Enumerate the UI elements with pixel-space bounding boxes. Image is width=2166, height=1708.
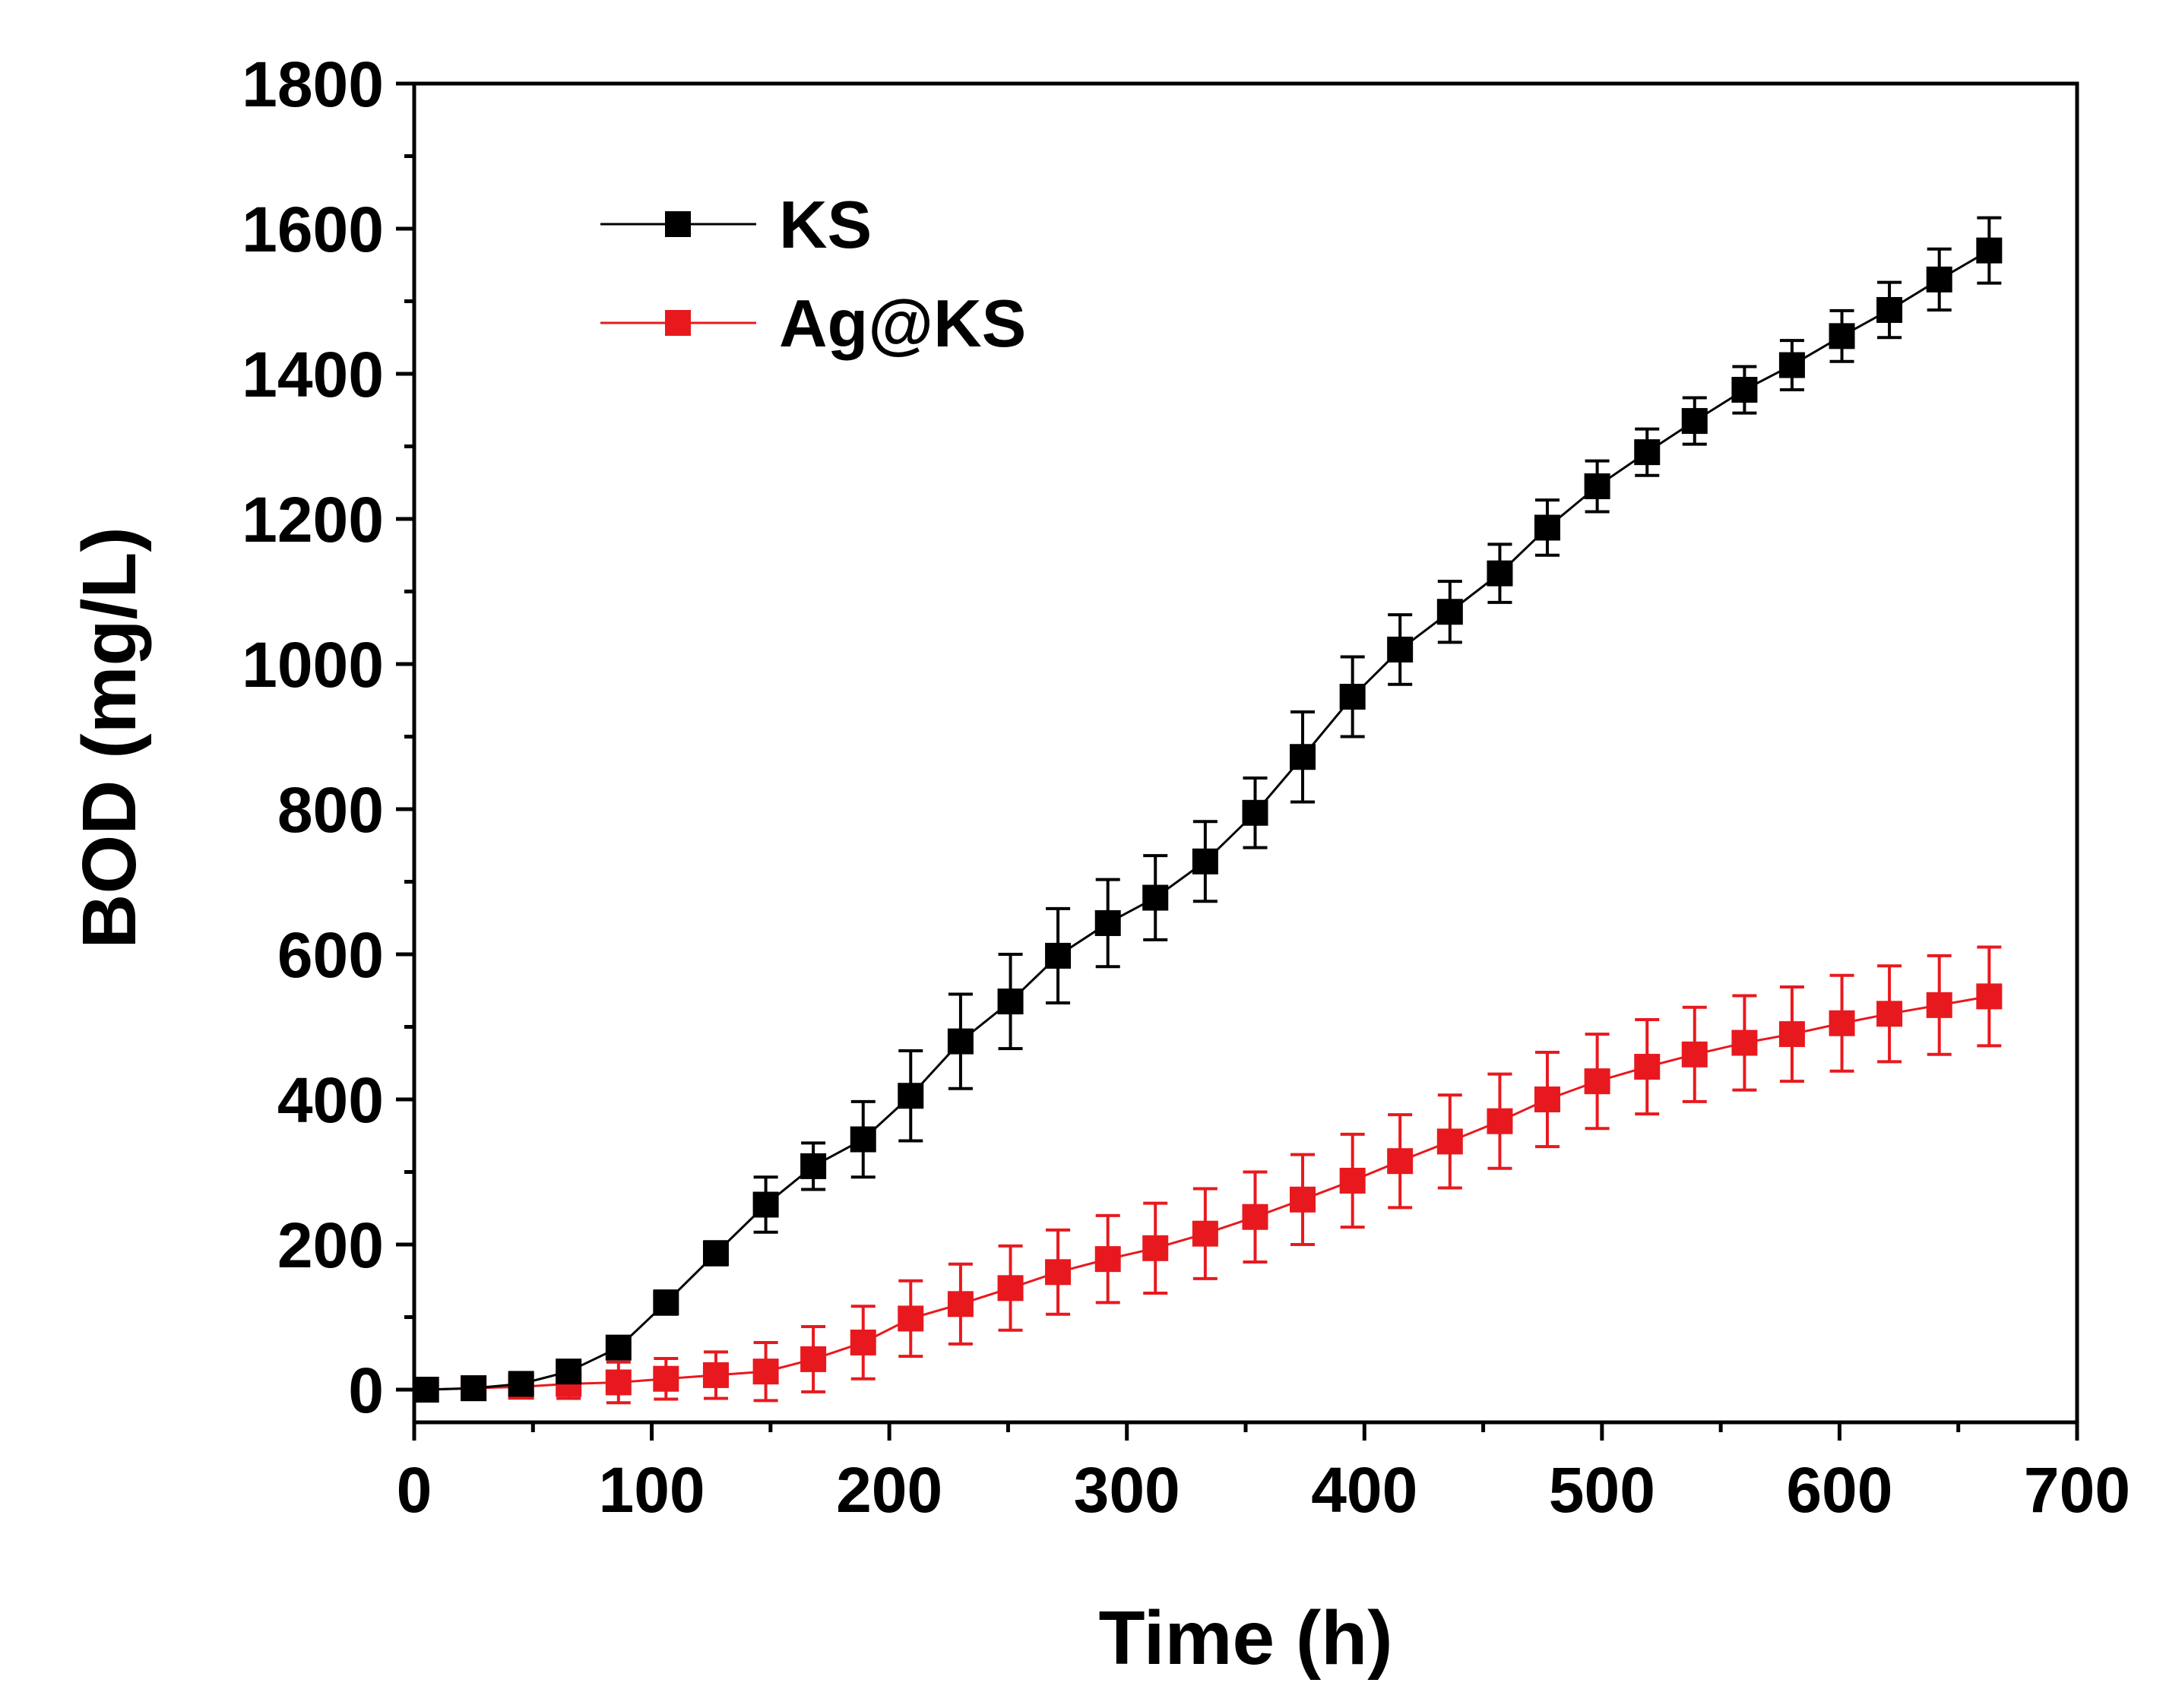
y-tick-label: 1200	[242, 484, 384, 555]
data-point-ks	[1094, 909, 1121, 936]
data-point-ag-ks	[1829, 1010, 1855, 1036]
data-point-ks	[800, 1153, 827, 1179]
y-tick-label: 600	[277, 919, 384, 991]
data-point-ks	[1534, 514, 1560, 541]
y-axis-title: BOD (mg/L)	[67, 527, 152, 948]
y-tick-label: 200	[277, 1210, 384, 1281]
x-tick-label: 600	[1786, 1454, 1892, 1526]
data-point-ks	[605, 1334, 632, 1361]
data-point-ag-ks	[1534, 1086, 1560, 1113]
legend-marker-ag-ks	[665, 310, 691, 336]
data-point-ks	[1634, 439, 1661, 466]
x-tick-label: 700	[2024, 1454, 2130, 1526]
y-tick-label: 1800	[242, 49, 384, 120]
x-tick-label: 200	[836, 1454, 942, 1526]
data-point-ag-ks	[1778, 1021, 1805, 1048]
data-point-ks	[461, 1375, 487, 1402]
data-point-ks	[1290, 744, 1316, 770]
data-point-ag-ks	[1436, 1128, 1463, 1155]
data-point-ks	[1192, 848, 1218, 875]
data-point-ks	[752, 1191, 779, 1218]
data-point-ag-ks	[1731, 1030, 1758, 1056]
data-point-ks	[1829, 323, 1855, 350]
data-point-ag-ks	[1634, 1054, 1661, 1080]
y-tick-label: 1600	[242, 194, 384, 265]
data-point-ag-ks	[702, 1362, 729, 1388]
data-point-ks	[1778, 352, 1805, 378]
legend-label-ks: KS	[779, 187, 872, 262]
data-point-ag-ks	[752, 1358, 779, 1385]
data-point-ks	[1976, 237, 2003, 264]
x-axis-title: Time (h)	[1098, 1596, 1392, 1681]
x-tick-label: 0	[397, 1454, 432, 1526]
data-point-ag-ks	[1242, 1204, 1268, 1230]
data-point-ag-ks	[1487, 1108, 1513, 1134]
data-point-ks	[1242, 799, 1268, 826]
data-point-ks	[413, 1377, 439, 1403]
data-point-ks	[1681, 408, 1708, 435]
data-point-ks	[850, 1126, 876, 1153]
data-point-ks	[997, 988, 1024, 1015]
data-point-ag-ks	[1045, 1259, 1072, 1286]
data-point-ag-ks	[997, 1275, 1024, 1302]
y-tick-label: 400	[277, 1064, 384, 1136]
data-point-ks	[1142, 884, 1169, 911]
x-tick-label: 400	[1311, 1454, 1417, 1526]
data-point-ks	[653, 1289, 679, 1316]
data-point-ag-ks	[850, 1329, 876, 1355]
data-point-ks	[1387, 636, 1414, 663]
data-point-ks	[947, 1028, 974, 1055]
data-point-ks	[1487, 560, 1513, 587]
data-point-ag-ks	[1339, 1167, 1366, 1194]
data-point-ag-ks	[1192, 1220, 1218, 1247]
x-tick-label: 100	[598, 1454, 705, 1526]
series-ks	[413, 216, 2003, 1403]
data-point-ag-ks	[1976, 983, 2003, 1010]
y-tick-label: 1000	[242, 629, 384, 701]
data-point-ag-ks	[1926, 992, 1952, 1018]
data-point-ag-ks	[1584, 1068, 1610, 1095]
data-point-ag-ks	[800, 1346, 827, 1372]
y-tick-label: 1400	[242, 339, 384, 410]
data-point-ks	[1045, 942, 1072, 969]
legend-label-ag-ks: Ag@KS	[779, 286, 1026, 361]
data-point-ks	[1926, 266, 1952, 293]
data-point-ag-ks	[605, 1369, 632, 1396]
x-tick-label: 300	[1074, 1454, 1180, 1526]
data-point-ag-ks	[653, 1365, 679, 1392]
legend-marker-ks	[665, 211, 691, 237]
data-point-ag-ks	[1681, 1041, 1708, 1068]
y-tick-label: 800	[277, 774, 384, 846]
y-tick-label: 0	[348, 1355, 384, 1426]
data-point-ag-ks	[1387, 1148, 1414, 1175]
legend-entry-ks: KS	[600, 187, 872, 262]
data-point-ks	[1584, 473, 1610, 500]
data-point-ks	[1731, 377, 1758, 403]
data-point-ag-ks	[1094, 1246, 1121, 1273]
data-point-ks	[1876, 296, 1903, 323]
data-point-ks	[898, 1083, 924, 1109]
data-point-ks	[702, 1240, 729, 1267]
series-ag-ks	[413, 945, 2003, 1405]
data-point-ag-ks	[1876, 1001, 1903, 1027]
data-point-ks	[508, 1371, 534, 1397]
data-point-ag-ks	[947, 1291, 974, 1317]
data-point-ag-ks	[1290, 1186, 1316, 1213]
data-point-ag-ks	[1142, 1235, 1169, 1261]
x-tick-label: 500	[1549, 1454, 1655, 1526]
data-point-ks	[556, 1358, 582, 1385]
data-point-ks	[1339, 683, 1366, 710]
legend-entry-ag-ks: Ag@KS	[600, 286, 1026, 361]
data-point-ag-ks	[898, 1305, 924, 1332]
data-point-ks	[1436, 599, 1463, 625]
